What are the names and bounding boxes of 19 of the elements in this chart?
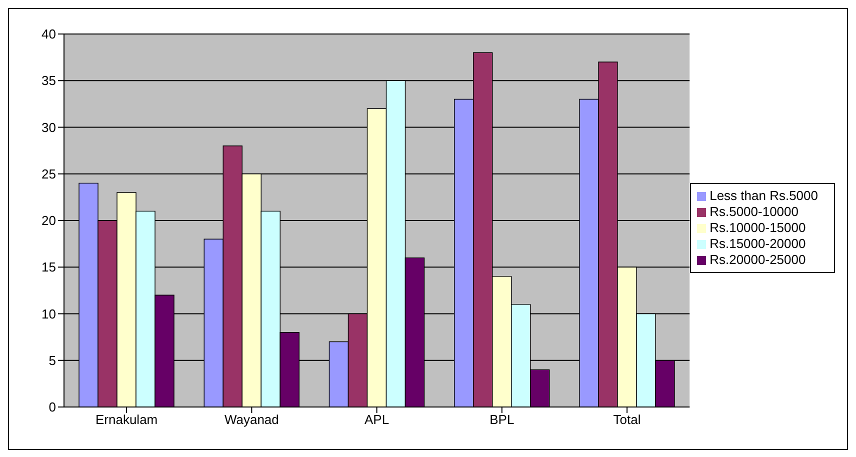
y-tick-label: 30 [42, 120, 56, 135]
y-tick-label: 40 [42, 26, 56, 42]
y-tick-label: 15 [42, 260, 56, 275]
legend-label: Rs.10000-15000 [710, 220, 806, 235]
x-tick-label: Ernakulam [95, 412, 158, 428]
legend-label: Less than Rs.5000 [710, 188, 818, 203]
y-tick-label: 5 [48, 352, 56, 368]
x-tick-label: Wayanad [224, 412, 279, 428]
x-tick-label: APL [364, 412, 390, 428]
x-tick-label: BPL [490, 412, 514, 428]
y-tick-label: 25 [42, 166, 56, 182]
legend-label: Rs.15000-20000 [710, 236, 806, 251]
y-tick-label: 10 [42, 306, 56, 322]
y-tick-label: 0 [48, 400, 56, 415]
legend-label: Rs.5000-10000 [710, 204, 798, 219]
legend-label: Rs.20000-25000 [710, 252, 806, 267]
x-tick-label: Total [613, 412, 641, 428]
y-tick-label: 20 [42, 213, 56, 228]
y-tick-label: 35 [42, 73, 56, 88]
